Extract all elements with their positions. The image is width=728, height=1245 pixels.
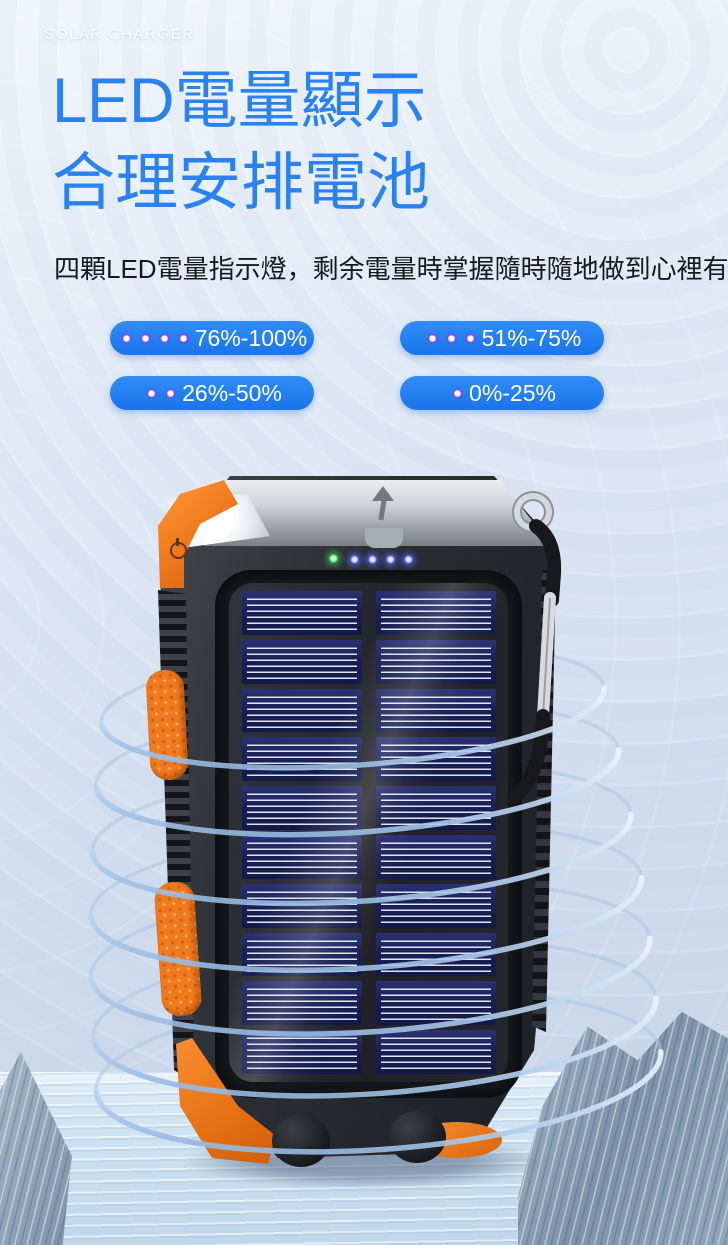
led-dot: [146, 387, 158, 399]
solar-cell: [242, 932, 362, 977]
charging-led-green: [329, 554, 338, 563]
badge-label: 26%-50%: [182, 379, 282, 406]
solar-cell: [376, 639, 496, 684]
solar-cell: [376, 688, 496, 733]
led-dots: [448, 387, 467, 399]
battery-led-blue: [404, 555, 413, 564]
carabiner-clip-icon: [508, 491, 562, 803]
battery-led-blue: [386, 555, 395, 564]
solar-cell: [242, 737, 362, 782]
solar-cell: [242, 786, 362, 830]
solar-cell: [376, 1030, 496, 1074]
led-dots: [117, 332, 193, 344]
led-dots: [423, 332, 480, 344]
led-dot: [120, 332, 132, 344]
led-dot: [139, 332, 151, 344]
battery-range-badge: 51%-75%: [400, 321, 604, 355]
battery-range-badge: 76%-100%: [110, 321, 314, 355]
badge-label: 76%-100%: [194, 324, 308, 351]
solar-cell-grid: [242, 591, 496, 1074]
solar-cell: [376, 883, 496, 928]
solar-power-bank: [145, 470, 580, 1185]
battery-range-badge: 26%-50%: [110, 376, 314, 410]
battery-led-blue: [368, 555, 377, 564]
solar-cell: [376, 932, 496, 977]
led-dots: [142, 387, 180, 399]
badge-label: 0%-25%: [469, 379, 556, 406]
solar-cell: [242, 981, 362, 1026]
led-dot: [464, 332, 476, 344]
rubber-foot: [272, 1115, 330, 1167]
solar-cell: [376, 981, 496, 1026]
solar-cell: [242, 1030, 362, 1074]
page-title: LED電量顯示: [52, 66, 427, 136]
solar-cell: [242, 883, 362, 928]
led-dot: [452, 387, 464, 399]
badge-label: 51%-75%: [481, 324, 582, 351]
led-dot: [177, 332, 189, 344]
up-arrow-icon: [372, 486, 394, 501]
led-dot: [445, 332, 457, 344]
brand-text: SOLAR CHARGER: [44, 26, 195, 43]
solar-cell: [242, 688, 362, 733]
battery-range-badge: 0%-25%: [400, 376, 604, 410]
solar-cell: [376, 786, 496, 830]
led-dot: [165, 387, 177, 399]
solar-cell: [376, 591, 496, 635]
orange-grip-pad: [145, 669, 189, 781]
power-icon: [170, 538, 187, 559]
solar-cell: [376, 737, 496, 782]
latch-notch: [365, 528, 403, 548]
solar-cell: [242, 591, 362, 635]
rubber-foot: [388, 1111, 446, 1163]
solar-cell: [242, 639, 362, 684]
solar-cell: [242, 834, 362, 879]
solar-cell: [376, 834, 496, 879]
led-dot: [426, 332, 438, 344]
led-dot: [158, 332, 170, 344]
description-text: 四顆LED電量指示燈，剩余電量時掌握隨時隨地做到心裡有數: [54, 254, 728, 284]
page-subtitle: 合理安排電池: [52, 148, 430, 218]
battery-led-blue: [350, 555, 359, 564]
